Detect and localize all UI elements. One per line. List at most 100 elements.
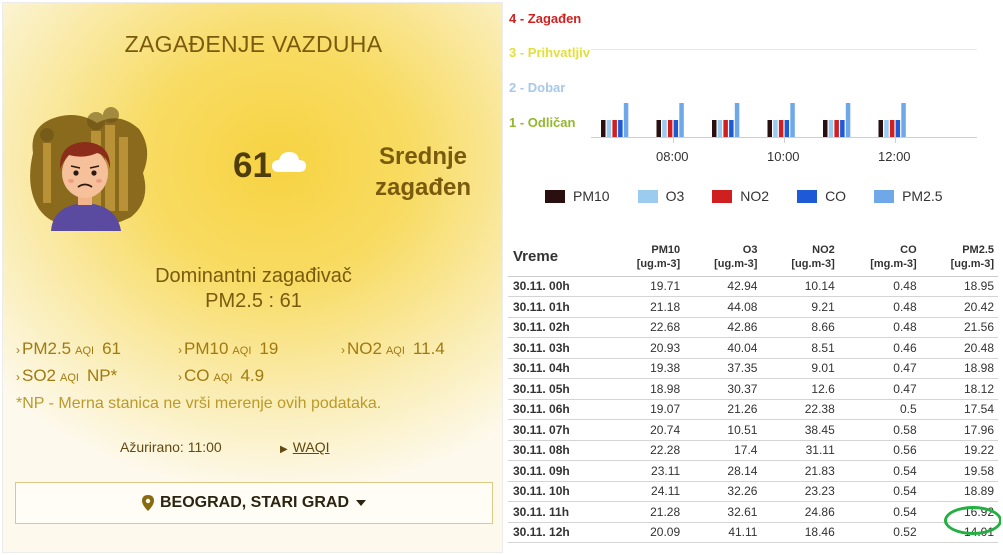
cell-pm25: 18.98 <box>920 358 998 379</box>
cell-time: 30.11. 12h <box>508 522 607 543</box>
col-header-time: Vreme <box>508 238 607 277</box>
cell-pm25: 20.42 <box>920 296 998 318</box>
cell-o3: 30.37 <box>684 378 762 400</box>
pollutant-pm25[interactable]: › PM2.5 AQI 61 <box>16 339 122 358</box>
table-row: 30.11. 07h 20.74 10.51 38.45 0.58 17.96 <box>508 419 998 441</box>
legend-item-o3[interactable]: O3 <box>637 188 684 204</box>
cell-pm10: 19.71 <box>606 276 685 297</box>
pollutant-no2[interactable]: › NO2 AQI 11.4 <box>341 339 445 358</box>
cell-no2: 18.46 <box>761 522 839 543</box>
bar-co-1100 <box>895 120 901 137</box>
cell-pm25: 17.54 <box>920 399 998 420</box>
cell-no2: 9.01 <box>761 358 839 379</box>
bar-o3-0900 <box>773 120 778 137</box>
cell-pm25: 18.89 <box>920 481 998 502</box>
cell-no2: 22.38 <box>761 399 839 420</box>
map-pin-icon <box>141 495 154 511</box>
cell-o3: 32.26 <box>684 481 762 502</box>
chevron-right-icon: › <box>16 370 20 384</box>
pollutant-co[interactable]: › CO AQI 4.9 <box>178 366 265 385</box>
col-header-pm10: PM10 [ug.m-3] <box>606 238 685 277</box>
chevron-right-icon: › <box>178 343 182 357</box>
measurements-table: Vreme PM10 [ug.m-3] O3 [ug.m-3] NO2 [ug.m-3… <box>508 238 998 543</box>
cell-co: 0.48 <box>838 317 921 338</box>
cell-pm10: 20.74 <box>606 419 685 441</box>
cell-no2: 8.51 <box>761 337 839 359</box>
legend-item-co[interactable]: CO <box>797 188 846 204</box>
bar-pm10-0800 <box>712 120 717 137</box>
bar-no2-0900 <box>778 120 784 137</box>
bar-co-0600 <box>618 120 623 137</box>
cell-pm10: 24.11 <box>606 481 685 502</box>
cell-no2: 23.23 <box>761 481 839 502</box>
cell-time: 30.11. 02h <box>508 317 607 338</box>
cell-co: 0.58 <box>838 419 921 441</box>
cell-co: 0.48 <box>838 296 921 318</box>
chevron-right-icon: › <box>178 370 182 384</box>
legend-swatch <box>797 189 818 203</box>
bar-pm10-0700 <box>656 120 661 137</box>
page-title: ZAGAĐENJE VAZDUHA <box>124 31 383 57</box>
bar-pm25-1000 <box>845 103 851 137</box>
cell-o3: 42.86 <box>684 317 762 338</box>
cell-o3: 17.4 <box>684 440 762 461</box>
cell-co: 0.47 <box>838 358 921 379</box>
cell-no2: 31.11 <box>761 440 839 461</box>
axis-tick <box>673 137 674 143</box>
bar-pm10-0600 <box>601 120 606 137</box>
table-row: 30.11. 03h 20.93 40.04 8.51 0.46 20.48 <box>508 337 998 359</box>
legend-item-pm10[interactable]: PM10 <box>545 188 610 204</box>
cell-co: 0.47 <box>838 378 921 400</box>
dropdown-caret-icon <box>356 500 367 506</box>
bar-pm25-1100 <box>901 103 906 137</box>
cell-pm10: 22.68 <box>606 317 685 338</box>
gridline <box>591 49 977 50</box>
table-row: 30.11. 00h 19.71 42.94 10.14 0.48 18.95 <box>508 276 998 297</box>
cell-no2: 8.66 <box>761 317 839 338</box>
legend-item-pm25[interactable]: PM2.5 <box>874 188 943 204</box>
table-row: 30.11. 04h 19.38 37.35 9.01 0.47 18.98 <box>508 358 998 379</box>
bars-svg <box>601 103 906 137</box>
bar-o3-0700 <box>662 120 667 137</box>
status-label: Srednje zagađen <box>374 143 472 201</box>
cell-pm25: 19.58 <box>920 460 998 482</box>
cell-pm10: 21.28 <box>606 501 685 523</box>
bar-co-0900 <box>784 120 790 137</box>
cell-time: 30.11. 01h <box>508 296 607 318</box>
bar-pm25-0600 <box>623 103 629 137</box>
bar-no2-0600 <box>612 120 617 137</box>
cell-o3: 21.26 <box>684 399 762 420</box>
bar-no2-1000 <box>834 120 839 137</box>
cell-pm10: 22.28 <box>606 440 685 461</box>
waqi-link[interactable]: ▶ WAQI <box>280 439 330 455</box>
cell-time: 30.11. 11h <box>508 501 607 523</box>
highlight-circle <box>944 506 1001 535</box>
cell-pm25: 18.95 <box>920 276 998 297</box>
time-label: 08:00 <box>656 149 689 164</box>
table-row: 30.11. 06h 19.07 21.26 22.38 0.5 17.54 <box>508 399 998 420</box>
bar-pm25-0700 <box>679 103 684 137</box>
bar-pm10-0900 <box>767 120 772 137</box>
updated-time: Ažurirano: 11:00 <box>120 439 222 455</box>
cell-no2: 12.6 <box>761 378 839 400</box>
cell-pm25: 21.56 <box>920 317 998 338</box>
col-header-pm25: PM2.5 [ug.m-3] <box>920 238 998 277</box>
cell-pm25: 19.22 <box>920 440 998 461</box>
pollutant-pm10[interactable]: › PM10 AQI 19 <box>178 339 279 358</box>
location-selector[interactable]: BEOGRAD, STARI GRAD <box>15 482 493 524</box>
cell-time: 30.11. 08h <box>508 440 607 461</box>
cell-no2: 24.86 <box>761 501 839 523</box>
bar-o3-1000 <box>828 120 834 137</box>
cell-pm10: 20.93 <box>606 337 685 359</box>
legend-swatch <box>874 189 895 203</box>
chevron-right-icon: › <box>341 343 345 357</box>
chevron-right-icon: › <box>16 343 20 357</box>
cell-pm10: 21.18 <box>606 296 685 318</box>
cell-pm25: 20.48 <box>920 337 998 359</box>
legend-item-no2[interactable]: NO2 <box>712 188 769 204</box>
cell-co: 0.52 <box>838 522 921 543</box>
pollutant-so2[interactable]: › SO2 AQI NP* <box>16 366 118 385</box>
cell-pm10: 18.98 <box>606 378 685 400</box>
chart-legend: PM10 O3 NO2 CO PM2.5 <box>545 188 971 204</box>
axis-tick <box>895 137 896 143</box>
